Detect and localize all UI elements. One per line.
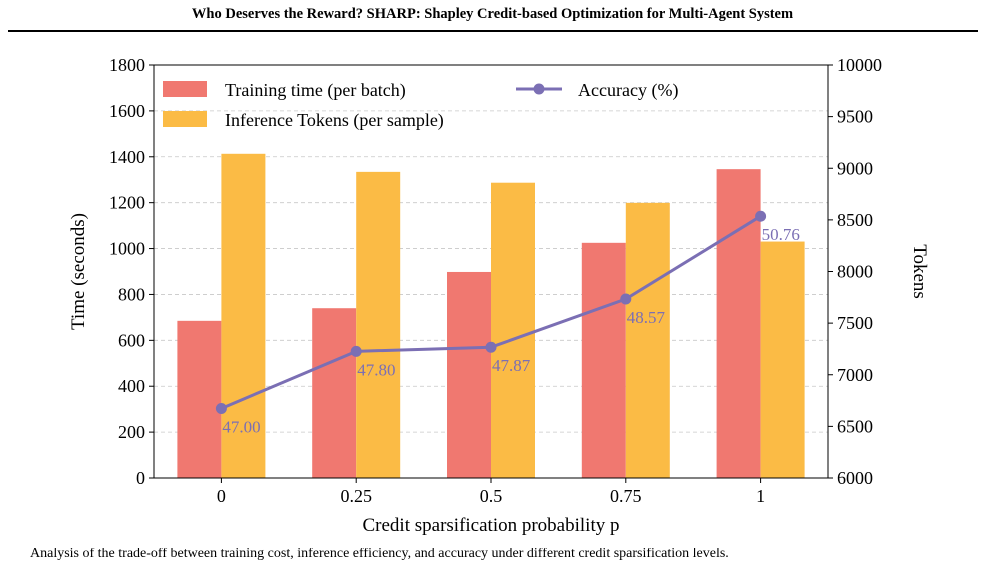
- right-tick-label: 7000: [837, 365, 873, 385]
- caption-region: Analysis of the trade-off between traini…: [0, 548, 985, 562]
- left-tick-label: 0: [136, 468, 145, 488]
- training-time-bar: [177, 320, 222, 478]
- y-axis-title-right: Tokens: [909, 244, 930, 299]
- left-tick-label: 1800: [109, 55, 145, 75]
- accuracy-point: [350, 345, 362, 357]
- x-tick-label: 0.25: [340, 486, 372, 506]
- x-tick-label: 1: [756, 486, 765, 506]
- legend: Training time (per batch) Inference Token…: [163, 80, 678, 131]
- left-tick-label: 1400: [109, 147, 145, 167]
- legend-label-inference-tokens: Inference Tokens (per sample): [225, 110, 444, 131]
- y-axis-title-left: Time (seconds): [68, 213, 89, 330]
- accuracy-point: [755, 210, 767, 222]
- training-time-bar: [716, 169, 761, 478]
- x-axis-title: Credit sparsification probability p: [363, 515, 620, 536]
- accuracy-data-label: 50.76: [762, 225, 800, 244]
- accuracy-point: [620, 293, 632, 305]
- accuracy-data-label: 47.80: [357, 360, 395, 379]
- training-time-bar: [581, 242, 626, 478]
- legend-marker-accuracy: [533, 83, 545, 95]
- right-tick-label: 7500: [837, 313, 873, 333]
- left-tick-label: 800: [118, 284, 145, 304]
- right-tick-label: 8000: [837, 262, 873, 282]
- header-divider: [8, 30, 978, 32]
- legend-swatch-training-time: [163, 81, 207, 97]
- left-tick-label: 400: [118, 376, 145, 396]
- training-time-bar: [447, 271, 491, 478]
- figure-caption: Analysis of the trade-off between traini…: [30, 548, 729, 561]
- training-time-bar: [312, 308, 357, 478]
- legend-swatch-inference-tokens: [163, 111, 207, 127]
- left-tick-label: 1000: [109, 239, 145, 259]
- accuracy-point: [485, 341, 497, 353]
- accuracy-data-label: 48.57: [627, 308, 666, 327]
- inference-tokens-bar: [625, 202, 670, 478]
- right-tick-label: 9000: [837, 158, 873, 178]
- axes: 0 200 400 600 800 1000 1200 1400 1600 1800 6000 650…: [68, 55, 930, 536]
- x-tick-label: 0.75: [610, 486, 642, 506]
- right-tick-label: 9500: [837, 107, 873, 127]
- page-header-title: Who Deserves the Reward? SHARP: Shapley …: [191, 6, 794, 22]
- bars: [177, 153, 805, 479]
- inference-tokens-bar: [760, 241, 805, 478]
- right-tick-label: 6000: [837, 468, 873, 488]
- left-tick-label: 1200: [109, 193, 145, 213]
- accuracy-line-layer: 47.00 47.80 47.87 48.57 50.76: [215, 210, 800, 436]
- chart: 47.00 47.80 47.87 48.57 50.76 0 200 400 600 800 1…: [68, 55, 930, 536]
- left-tick-label: 600: [118, 330, 145, 350]
- left-tick-label: 200: [118, 422, 145, 442]
- inference-tokens-bar: [491, 182, 535, 478]
- accuracy-data-label: 47.00: [222, 417, 260, 436]
- legend-label-training-time: Training time (per batch): [225, 80, 406, 101]
- accuracy-point: [215, 402, 227, 414]
- left-tick-label: 1600: [109, 101, 145, 121]
- legend-label-accuracy: Accuracy (%): [578, 80, 678, 101]
- x-tick-label: 0.5: [480, 486, 503, 506]
- inference-tokens-bar: [356, 171, 401, 478]
- right-tick-label: 8500: [837, 210, 873, 230]
- accuracy-data-label: 47.87: [492, 356, 531, 375]
- x-tick-label: 0: [217, 486, 226, 506]
- inference-tokens-bar: [221, 153, 266, 479]
- right-tick-label: 10000: [837, 55, 882, 75]
- right-tick-label: 6500: [837, 416, 873, 436]
